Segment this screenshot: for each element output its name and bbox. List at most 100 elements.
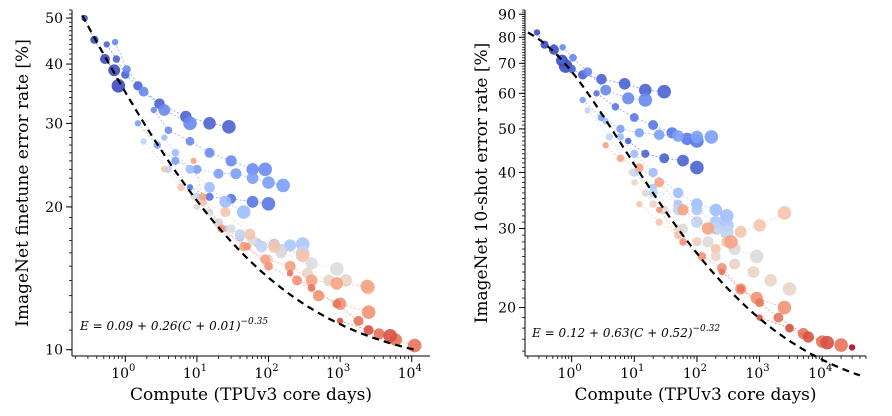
data-point-s13-5: [284, 260, 296, 272]
x-tick-exponent: 1: [638, 363, 644, 374]
y-tick-label: 20: [45, 200, 63, 216]
data-point-s15-2: [332, 299, 342, 309]
data-point-s12-5: [729, 258, 741, 270]
x-tick-exponent: 1: [201, 363, 207, 374]
data-point-s12-4: [710, 251, 721, 262]
fit-formula: E = 0.09 + 0.26(C + 0.01)−0.35: [79, 317, 268, 333]
data-point-s12-5: [268, 240, 281, 253]
x-tick-label: 103: [745, 363, 769, 382]
data-point-s11-6: [734, 225, 747, 238]
data-point-s8-3: [691, 204, 703, 216]
x-tick-exponent: 0: [575, 363, 581, 374]
data-point-s4-4: [225, 155, 237, 167]
data-point-s3-5: [638, 93, 653, 107]
data-point-s2-5: [618, 78, 631, 90]
x-tick-base: 10: [558, 366, 576, 382]
data-point-s2-4: [596, 73, 607, 85]
data-point-s3-1: [122, 65, 131, 74]
data-point-s9-5: [691, 216, 703, 228]
data-point-s13-1: [616, 154, 625, 163]
x-axis-label: Compute (TPUv3 core days): [574, 385, 816, 405]
data-point-s2-6: [203, 117, 216, 130]
x-tick-label: 100: [558, 363, 582, 382]
series-line-s9: [587, 110, 727, 233]
data-point-s11-0: [636, 200, 643, 208]
data-point-s11-0: [193, 203, 201, 211]
data-point-s3-4: [183, 116, 197, 131]
fit-formula-body: E = 0.12 + 0.63(C + 0.52): [531, 326, 693, 340]
data-point-s5-0: [134, 120, 142, 127]
y-tick-label: 90: [498, 7, 516, 23]
data-point-s7-6: [709, 203, 723, 217]
data-point-s2-2: [567, 64, 576, 74]
data-point-s7-2: [185, 164, 195, 174]
data-point-s9-1: [605, 133, 614, 141]
data-point-s6-4: [690, 160, 704, 175]
data-point-s12-1: [649, 200, 657, 208]
data-point-s15-4: [373, 328, 385, 340]
data-point-s1-4: [111, 79, 126, 93]
data-point-s6-0: [625, 137, 632, 145]
fit-curve: [527, 31, 861, 377]
data-point-s15-0: [286, 270, 294, 277]
data-point-s15-1: [736, 285, 745, 293]
data-point-s3-0: [559, 44, 566, 51]
x-tick-label: 101: [620, 363, 644, 382]
data-point-s6-2: [659, 153, 670, 164]
data-point-s3-3: [600, 84, 612, 96]
data-point-s13-1: [198, 193, 207, 201]
data-point-s10-6: [749, 249, 764, 264]
x-tick-exponent: 3: [344, 363, 350, 374]
data-point-s6-3: [677, 154, 689, 167]
data-point-s4-0: [593, 90, 600, 97]
x-tick-base: 10: [808, 366, 826, 382]
data-point-s16-1: [785, 323, 794, 333]
data-point-s5-4: [653, 129, 665, 141]
y-tick-label: 80: [498, 30, 516, 46]
data-point-s5-2: [616, 124, 625, 134]
y-tick-label: 30: [498, 221, 516, 237]
data-point-s7-4: [219, 195, 232, 208]
data-point-s14-0: [656, 206, 663, 214]
data-point-s12-0: [631, 179, 638, 186]
data-point-s10-5: [305, 257, 318, 270]
y-axis-label: ImageNet finetune error rate [%]: [13, 39, 33, 327]
data-point-s12-8: [782, 282, 797, 296]
data-point-s5-6: [246, 172, 259, 185]
data-point-s7-1: [171, 148, 180, 157]
data-point-s5-0: [579, 96, 586, 104]
data-point-s14-1: [243, 242, 251, 251]
data-point-s12-7: [764, 274, 777, 287]
data-point-s15-1: [307, 284, 316, 292]
y-tick-label: 60: [498, 86, 516, 102]
data-point-s9-5: [255, 240, 268, 253]
data-point-s14-6: [777, 300, 792, 315]
data-point-s15-3: [353, 315, 364, 326]
data-point-s5-7: [262, 176, 275, 189]
data-point-s4-1: [164, 126, 173, 135]
data-point-s7-3: [648, 167, 658, 178]
data-point-s15-3: [773, 312, 784, 323]
data-point-s12-4: [244, 228, 256, 240]
data-point-s7-1: [616, 133, 625, 141]
data-point-s12-3: [692, 237, 702, 247]
x-tick-exponent: 3: [763, 363, 769, 374]
x-tick-base: 10: [183, 366, 201, 382]
data-point-s15-6: [407, 338, 422, 353]
data-point-s13-0: [602, 142, 609, 149]
data-point-s14-6: [361, 305, 376, 320]
data-point-s10-1: [641, 189, 650, 197]
data-point-s4-3: [648, 120, 659, 130]
data-point-s4-1: [611, 103, 620, 111]
data-point-s5-3: [634, 128, 644, 138]
data-point-s14-2: [264, 261, 273, 271]
data-point-s5-5: [672, 130, 684, 142]
data-point-s10-6: [330, 262, 344, 276]
data-point-s6-1: [641, 149, 650, 158]
data-point-s11-1: [655, 218, 663, 226]
x-tick-base: 10: [398, 366, 416, 382]
x-tick-base: 10: [326, 366, 344, 382]
x-tick-exponent: 2: [272, 363, 278, 374]
data-point-s6-0: [186, 184, 194, 191]
